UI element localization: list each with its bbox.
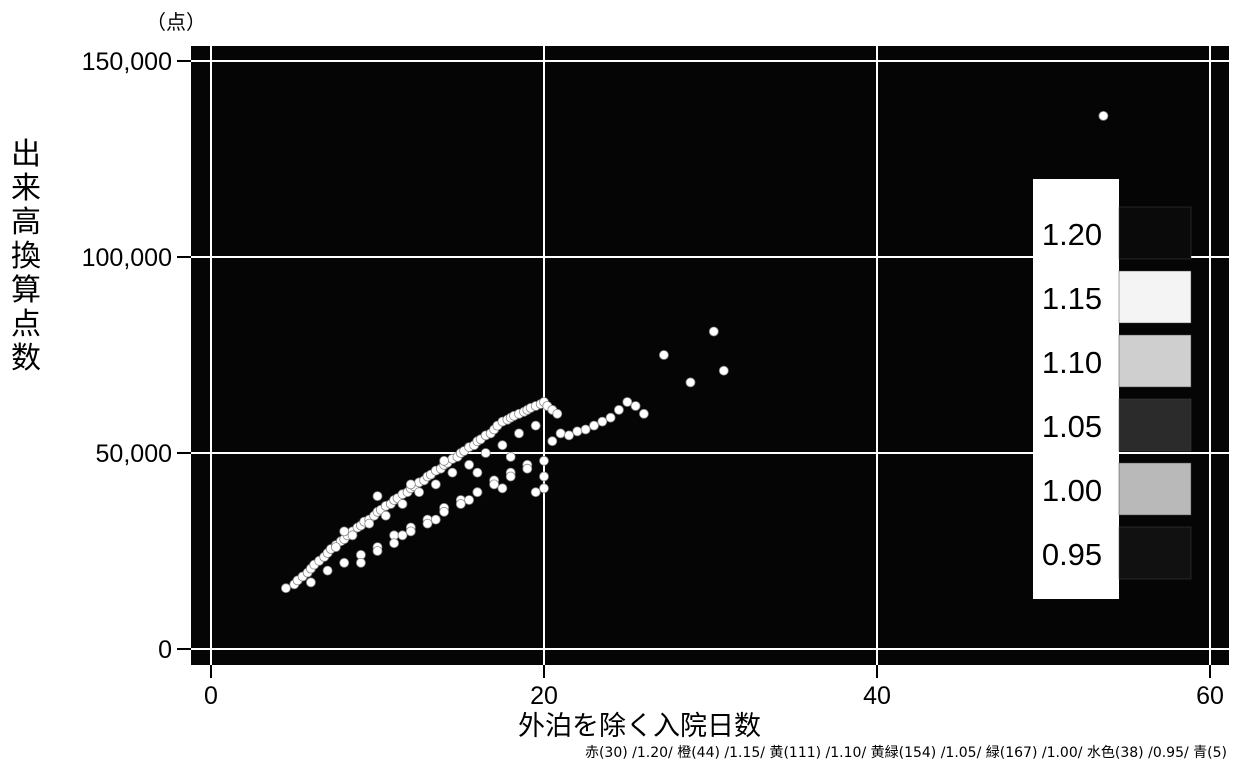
data-points: [280, 111, 1109, 594]
data-point: [597, 416, 608, 427]
data-point: [547, 436, 558, 447]
legend-label: 1.20: [1042, 217, 1102, 252]
data-point: [339, 557, 350, 568]
y-axis-title-char: 出: [11, 137, 41, 172]
data-point: [305, 577, 316, 588]
data-point: [708, 326, 719, 337]
data-point: [564, 430, 574, 441]
y-tick-label: 0: [158, 636, 172, 664]
y-axis-title: 出来高換算点数: [8, 138, 44, 376]
data-point: [572, 426, 583, 437]
legend-swatch: [1118, 526, 1192, 580]
data-point: [455, 499, 466, 509]
data-point: [539, 483, 549, 494]
data-point: [472, 487, 483, 498]
data-point: [397, 499, 408, 509]
data-point: [552, 408, 563, 419]
legend-label: 1.10: [1042, 345, 1102, 380]
data-point: [397, 530, 408, 541]
data-point: [439, 455, 450, 466]
data-point: [480, 448, 491, 458]
x-tick-label: 60: [1196, 682, 1224, 710]
data-point: [430, 514, 441, 525]
legend-swatch: [1118, 206, 1192, 260]
data-point: [355, 557, 366, 568]
data-point: [659, 350, 669, 360]
y-tick-label: 50,000: [96, 440, 172, 468]
data-point: [497, 440, 508, 451]
data-point: [539, 471, 549, 482]
data-point: [718, 365, 729, 376]
data-point: [1098, 111, 1109, 121]
data-point: [489, 479, 500, 490]
data-point: [614, 404, 624, 415]
data-point: [497, 483, 508, 494]
data-point: [589, 420, 599, 431]
legend: 1.20 1.15 1.10 1.05 1.00 0.95: [1033, 179, 1192, 599]
data-point: [405, 479, 416, 490]
legend-label: 0.95: [1042, 537, 1102, 572]
x-axis-title: 外泊を除く入院日数: [518, 711, 761, 742]
data-point: [530, 420, 541, 431]
data-point: [372, 546, 383, 556]
x-tick-label: 40: [863, 682, 891, 710]
data-point: [530, 487, 541, 498]
y-axis-title-char: 算: [11, 273, 41, 308]
y-axis-title-char: 高: [11, 205, 41, 240]
data-point: [389, 538, 400, 549]
data-point: [685, 377, 696, 388]
data-point: [439, 506, 450, 517]
data-point: [405, 526, 416, 537]
data-point: [605, 412, 616, 423]
data-point: [372, 491, 383, 502]
data-point: [330, 542, 341, 552]
data-point: [580, 424, 591, 435]
x-tick-label: 20: [530, 682, 558, 710]
y-axis-title-char: 来: [11, 171, 41, 206]
data-point: [464, 495, 475, 505]
legend-label: 1.15: [1042, 281, 1102, 316]
legend-label: 1.05: [1042, 409, 1102, 444]
data-point: [380, 510, 391, 521]
data-point: [555, 428, 566, 439]
y-axis-title-char: 数: [11, 341, 41, 376]
legend-swatch: [1118, 398, 1192, 452]
color-footnote: 赤(30) /1.20/ 橙(44) /1.15/ 黄(111) /1.10/ …: [584, 745, 1227, 761]
y-axis-ticks: 0 50,000 100,000 150,000: [82, 48, 191, 664]
legend-swatch: [1118, 334, 1192, 388]
data-point: [447, 467, 458, 478]
legend-swatch: [1118, 270, 1192, 324]
data-point: [464, 459, 475, 470]
y-tick-label: 150,000: [82, 48, 172, 76]
data-point: [430, 479, 441, 490]
data-point: [622, 397, 633, 407]
y-axis-title-char: 点: [11, 307, 41, 342]
x-axis-ticks: 0 20 40 60: [204, 665, 1224, 710]
y-axis-title-char: 換: [11, 239, 41, 274]
data-point: [514, 428, 524, 439]
data-point: [639, 408, 649, 419]
data-point: [414, 487, 425, 498]
data-point: [280, 583, 291, 594]
data-point: [422, 518, 433, 529]
data-point: [539, 455, 549, 466]
data-point: [505, 451, 516, 462]
y-axis-unit: （点）: [146, 10, 206, 34]
legend-box: [1033, 179, 1119, 599]
data-point: [364, 518, 375, 529]
data-point: [472, 467, 483, 478]
legend-swatch: [1118, 462, 1192, 516]
data-point: [339, 526, 350, 537]
x-tick-label: 0: [204, 682, 218, 710]
data-point: [505, 471, 516, 482]
data-point: [522, 463, 533, 474]
data-point: [347, 530, 358, 541]
data-point: [630, 401, 641, 411]
data-point: [322, 565, 333, 576]
legend-label: 1.00: [1042, 473, 1102, 508]
y-tick-label: 100,000: [82, 244, 172, 272]
